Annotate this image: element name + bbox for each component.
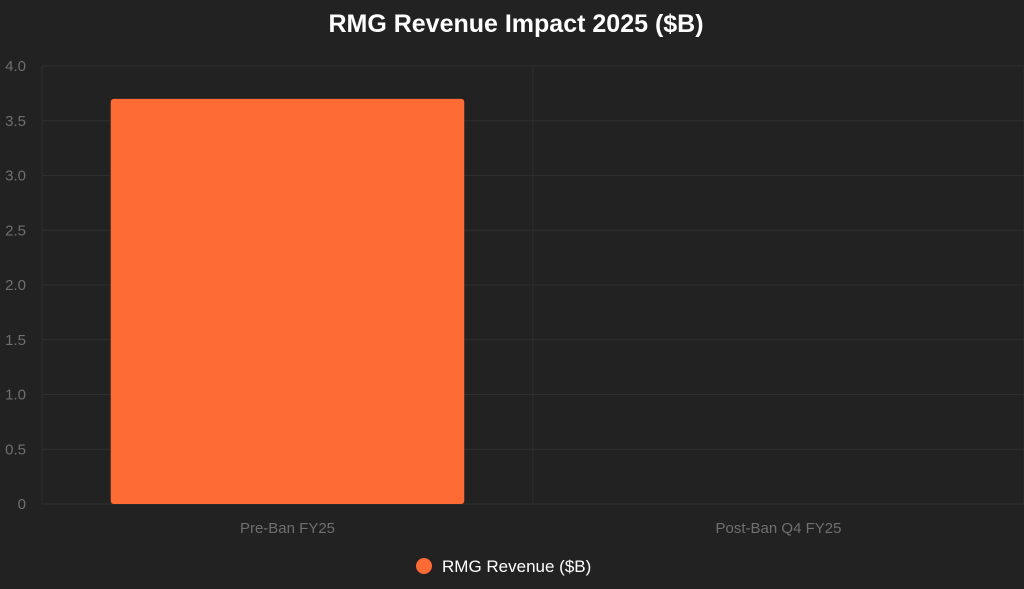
x-axis-tick-labels: Pre-Ban FY25 Post-Ban Q4 FY25 [240, 520, 841, 537]
y-tick-label: 0.5 [5, 441, 26, 458]
legend[interactable]: RMG Revenue ($B) [416, 557, 591, 576]
y-axis-tick-labels: 0 0.5 1.0 1.5 2.0 2.5 3.0 3.5 4.0 [5, 58, 26, 513]
y-tick-label: 4.0 [5, 58, 26, 75]
y-tick-label: 1.0 [5, 387, 26, 404]
y-tick-label: 2.0 [5, 277, 26, 294]
x-tick-label: Post-Ban Q4 FY25 [716, 520, 842, 537]
bar[interactable] [110, 98, 465, 504]
x-tick-label: Pre-Ban FY25 [240, 520, 335, 537]
bars [110, 98, 465, 504]
y-tick-label: 1.5 [5, 332, 26, 349]
y-tick-label: 3.0 [5, 168, 26, 185]
legend-label[interactable]: RMG Revenue ($B) [442, 557, 591, 576]
legend-swatch[interactable] [416, 558, 432, 574]
y-tick-label: 2.5 [5, 222, 26, 239]
y-tick-label: 3.5 [5, 113, 26, 130]
y-tick-label: 0 [18, 496, 26, 513]
chart-title: RMG Revenue Impact 2025 ($B) [328, 10, 703, 38]
